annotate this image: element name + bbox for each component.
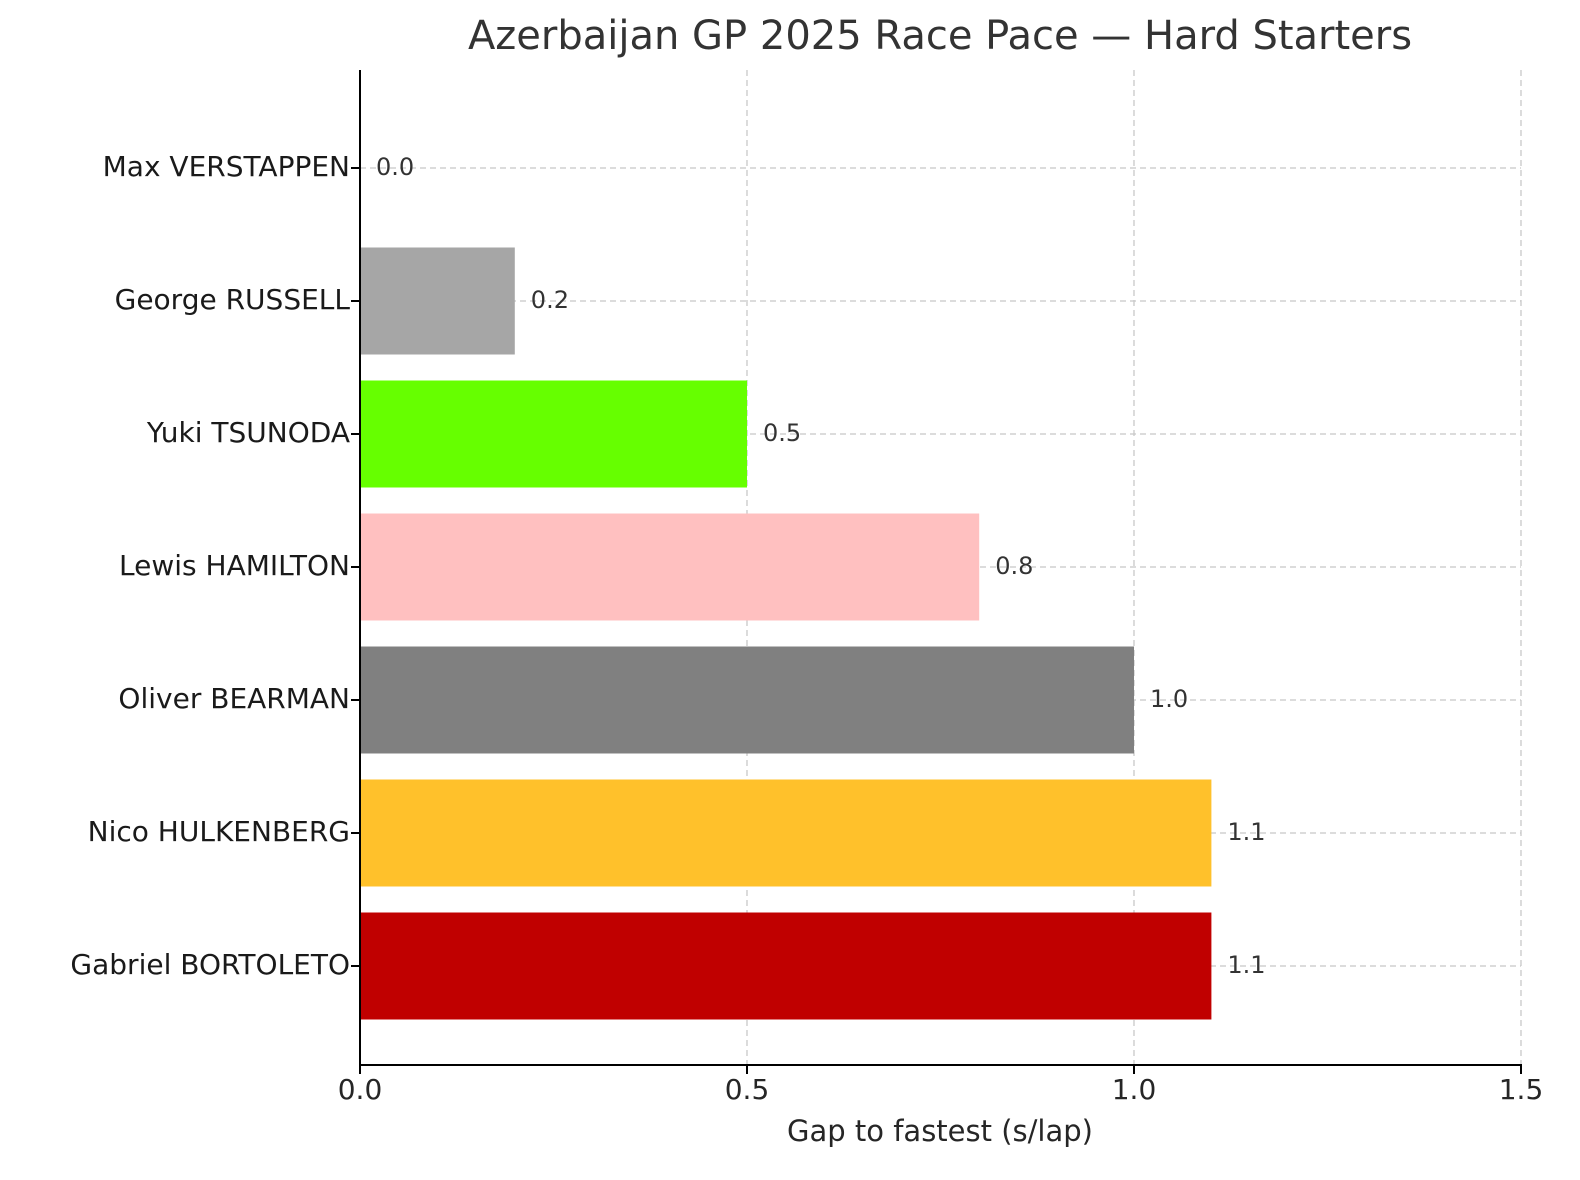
bar: [360, 247, 515, 355]
y-tick-label: Max VERSTAPPEN: [103, 150, 350, 183]
chart-title: Azerbaijan GP 2025 Race Pace — Hard Star…: [468, 13, 1412, 59]
y-tick-label: Lewis HAMILTON: [119, 549, 350, 582]
bar: [360, 513, 980, 621]
y-tick-label: Oliver BEARMAN: [118, 682, 350, 715]
x-tick-label: 0.5: [725, 1073, 770, 1106]
y-tick-label: George RUSSELL: [115, 283, 351, 316]
bar: [360, 779, 1212, 887]
bar: [360, 380, 747, 488]
x-tick-label: 0.0: [338, 1073, 383, 1106]
value-label: 0.5: [763, 419, 801, 447]
x-tick-label: 1.0: [1112, 1073, 1157, 1106]
value-label: 1.0: [1150, 685, 1188, 713]
x-axis-label: Gap to fastest (s/lap): [787, 1114, 1093, 1148]
bar: [360, 912, 1212, 1020]
value-label: 0.8: [995, 552, 1033, 580]
value-label: 1.1: [1227, 818, 1265, 846]
y-tick-label: Nico HULKENBERG: [88, 815, 350, 848]
bar: [360, 646, 1134, 754]
value-label: 1.1: [1227, 951, 1265, 979]
value-label: 0.2: [531, 286, 569, 314]
value-label: 0.0: [376, 153, 414, 181]
y-tick-label: Gabriel BORTOLETO: [70, 948, 350, 981]
y-tick-label: Yuki TSUNODA: [146, 416, 350, 449]
x-tick-label: 1.5: [1499, 1073, 1544, 1106]
